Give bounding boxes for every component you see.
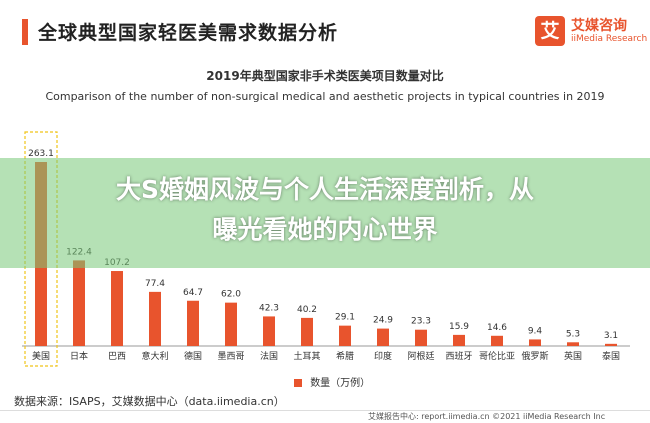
logo-name-en: iiMedia Research xyxy=(571,34,648,44)
value-label-15: 5.3 xyxy=(566,329,580,339)
logo-mark-icon: 艾 xyxy=(535,16,565,46)
bar-6 xyxy=(225,302,237,346)
footer-credit: 艾媒报告中心: report.iimedia.cn ©2021 iiMedia … xyxy=(368,412,606,421)
category-label-11: 阿根廷 xyxy=(407,350,434,362)
category-label-1: 美国 xyxy=(32,350,50,362)
legend-label: 数量（万例） xyxy=(310,378,371,389)
bar-8 xyxy=(301,317,313,346)
value-label-4: 77.4 xyxy=(145,279,165,289)
category-label-5: 德国 xyxy=(184,350,202,362)
bar-15 xyxy=(567,342,579,346)
bar-5 xyxy=(187,300,199,346)
category-label-15: 英国 xyxy=(564,350,582,362)
bar-11 xyxy=(415,329,427,346)
category-label-9: 希腊 xyxy=(336,350,354,362)
value-label-12: 15.9 xyxy=(449,322,469,332)
category-label-14: 俄罗斯 xyxy=(521,350,548,362)
page-title: 全球典型国家轻医美需求数据分析 xyxy=(38,22,339,44)
bar-10 xyxy=(377,328,389,346)
value-label-16: 3.1 xyxy=(604,331,618,341)
chart-title: 2019年典型国家非手术类医美项目数量对比 xyxy=(206,69,444,83)
value-label-11: 23.3 xyxy=(411,317,431,327)
footer-divider xyxy=(0,410,650,411)
overlay-headline-line-1: 大S婚姻风波与个人生活深度剖析，从 xyxy=(115,175,534,204)
category-label-3: 巴西 xyxy=(108,351,126,362)
category-label-16: 泰国 xyxy=(602,350,620,362)
value-label-10: 24.9 xyxy=(373,316,393,326)
overlay-headline-line-2: 曝光看她的内心世界 xyxy=(212,215,438,244)
category-label-13: 哥伦比亚 xyxy=(479,350,515,362)
bar-2 xyxy=(73,260,85,346)
value-label-7: 42.3 xyxy=(259,303,279,313)
bar-4 xyxy=(149,291,161,346)
bar-16 xyxy=(605,343,617,346)
value-label-5: 64.7 xyxy=(183,288,203,298)
category-label-10: 印度 xyxy=(374,350,392,362)
category-label-12: 西班牙 xyxy=(445,350,472,362)
value-label-14: 9.4 xyxy=(528,326,543,336)
bar-14 xyxy=(529,339,541,346)
category-label-7: 法国 xyxy=(260,350,278,362)
value-label-1: 263.1 xyxy=(28,149,54,159)
bar-12 xyxy=(453,334,465,346)
chart-legend: 数量（万例） xyxy=(294,374,370,389)
bar-7 xyxy=(263,316,275,346)
value-label-8: 40.2 xyxy=(297,305,317,315)
report-header: 全球典型国家轻医美需求数据分析 艾 艾媒咨询 iiMedia Research xyxy=(0,0,650,58)
category-label-2: 日本 xyxy=(70,350,88,362)
bar-13 xyxy=(491,335,503,346)
data-source-note: 数据来源：ISAPS，艾媒数据中心（data.iimedia.cn） xyxy=(14,395,285,408)
brand-logo: 艾 艾媒咨询 iiMedia Research xyxy=(535,13,648,51)
headline-overlay-banner[interactable]: 大S婚姻风波与个人生活深度剖析，从 曝光看她的内心世界 xyxy=(0,158,650,268)
title-accent-bar xyxy=(22,19,28,45)
category-label-6: 墨西哥 xyxy=(217,351,244,362)
category-label-8: 土耳其 xyxy=(293,350,320,362)
category-label-4: 意大利 xyxy=(141,350,168,362)
chart-subtitle: Comparison of the number of non-surgical… xyxy=(45,90,605,103)
legend-swatch xyxy=(294,379,302,387)
overlay-headline[interactable]: 大S婚姻风波与个人生活深度剖析，从 曝光看她的内心世界 xyxy=(0,170,650,250)
value-label-6: 62.0 xyxy=(221,290,241,300)
value-label-9: 29.1 xyxy=(335,313,355,323)
bar-9 xyxy=(339,325,351,346)
bar-3 xyxy=(111,271,123,346)
logo-name-cn: 艾媒咨询 xyxy=(571,18,627,34)
value-label-13: 14.6 xyxy=(487,323,507,333)
